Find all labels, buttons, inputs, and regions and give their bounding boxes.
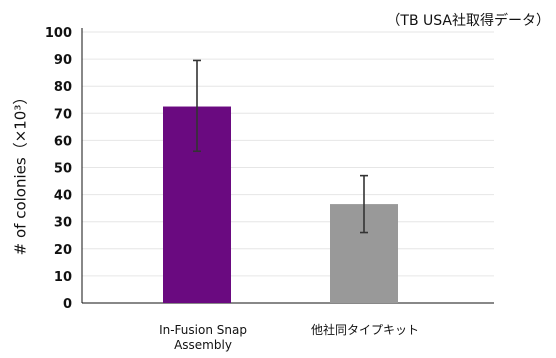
y-tick-label: 0 bbox=[63, 297, 72, 312]
y-tick-label: 100 bbox=[45, 26, 72, 41]
y-tick-label: 60 bbox=[54, 134, 72, 149]
y-tick-label: 10 bbox=[54, 270, 72, 285]
y-tick-label: 30 bbox=[54, 216, 72, 231]
y-tick-label: 80 bbox=[54, 80, 72, 95]
x-label-1: In-Fusion Snap Assembly bbox=[148, 323, 258, 353]
x-label-2: 他社同タイプキット bbox=[290, 323, 440, 338]
y-tick-label: 70 bbox=[54, 107, 72, 122]
y-tick-label: 50 bbox=[54, 162, 72, 177]
y-tick-label: 90 bbox=[54, 53, 72, 68]
y-tick-label: 40 bbox=[54, 189, 72, 204]
y-tick-label: 20 bbox=[54, 243, 72, 258]
